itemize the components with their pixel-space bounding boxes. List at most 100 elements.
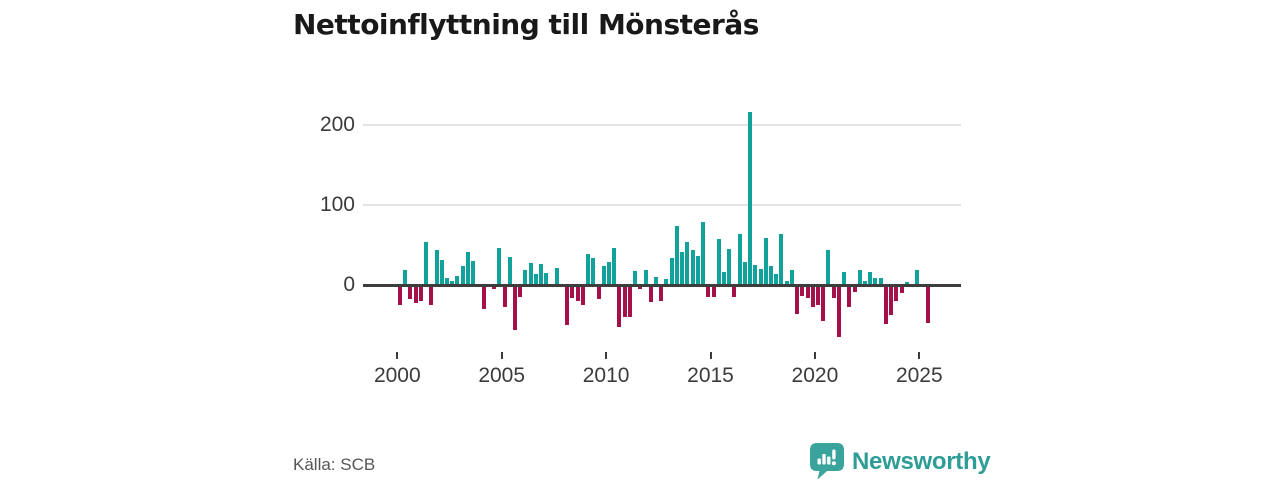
y-axis-labels: 0 100 200 [295,100,355,350]
bar [633,271,638,284]
bar [915,270,920,284]
bar [831,287,836,299]
bar [450,280,455,284]
chart-title: Nettoinflyttning till Mönsterås [293,8,759,41]
gridline-200 [363,124,961,126]
bar [742,262,747,284]
bar [774,274,779,284]
bar [763,237,768,284]
bar [471,260,476,284]
bar [418,287,423,301]
bar [627,287,632,318]
bar [748,112,753,284]
newsworthy-wordmark: Newsworthy [852,447,991,475]
bar [434,249,439,284]
x-axis-label: 2025 [895,364,943,387]
bar [863,280,868,284]
bar [711,287,716,298]
bar [721,272,726,284]
x-axis-label: 2000 [373,364,421,387]
bar [795,287,800,315]
bar [596,287,601,299]
bar [570,287,575,299]
gridline-100 [363,204,961,206]
bar [836,287,841,338]
x-axis-tick [500,352,503,359]
bar [544,272,549,284]
bar [857,270,862,284]
bar [768,265,773,284]
bar [685,242,690,284]
bar [680,252,685,284]
bar [753,264,758,284]
bar [601,266,606,284]
bar [701,222,706,284]
bar [842,272,847,284]
bar [732,287,737,297]
bar [429,287,434,305]
bar [554,268,559,284]
bar [648,287,653,303]
bar [398,287,402,305]
bar [638,287,643,290]
bar [894,287,899,301]
bar [695,256,700,284]
bar [586,253,591,284]
bar [439,260,444,284]
bar [607,262,611,284]
zero-axis-line [363,284,961,287]
bar [492,287,497,290]
bar [784,280,789,284]
x-axis-tick [709,352,712,359]
x-axis-label: 2020 [791,364,839,387]
bar [889,287,894,315]
y-axis-label: 200 [319,113,355,136]
bar [465,252,470,284]
bar [403,269,408,284]
bar [502,287,507,307]
newsworthy-icon [810,443,844,480]
newsworthy-logo: Newsworthy [810,443,991,480]
bar [455,276,460,284]
bar [821,287,826,321]
bar [805,287,810,299]
bar [539,264,544,284]
bar [800,287,805,296]
x-axis-tick [918,352,921,359]
x-axis-label: 2010 [582,364,630,387]
bar [852,287,857,292]
bar [690,250,695,284]
bar [481,287,486,309]
bar [424,241,429,284]
x-axis-label: 2005 [478,364,526,387]
y-axis-label: 100 [319,193,355,216]
x-axis-tick [396,352,399,359]
bar [408,287,413,299]
bar [460,266,465,284]
bar [445,277,450,284]
bar [565,287,570,326]
bar [737,234,742,284]
plot-area: 2000 2005 2010 2015 2020 2025 [363,100,961,387]
source-label: Källa: SCB [293,455,376,474]
bar [878,277,883,284]
bar [674,225,679,284]
bar [847,287,852,307]
bar [659,287,664,301]
bar [664,279,669,284]
bar [591,258,596,284]
bar [826,250,831,284]
x-axis-tick [813,352,816,359]
bar [706,287,711,298]
bar [643,270,648,284]
bar [727,248,732,284]
bar [518,287,523,298]
bar [789,270,794,284]
bar [507,256,512,284]
bar [654,276,659,284]
bar [899,287,904,294]
bar [413,287,418,303]
bar [622,287,627,318]
bar [868,272,873,284]
